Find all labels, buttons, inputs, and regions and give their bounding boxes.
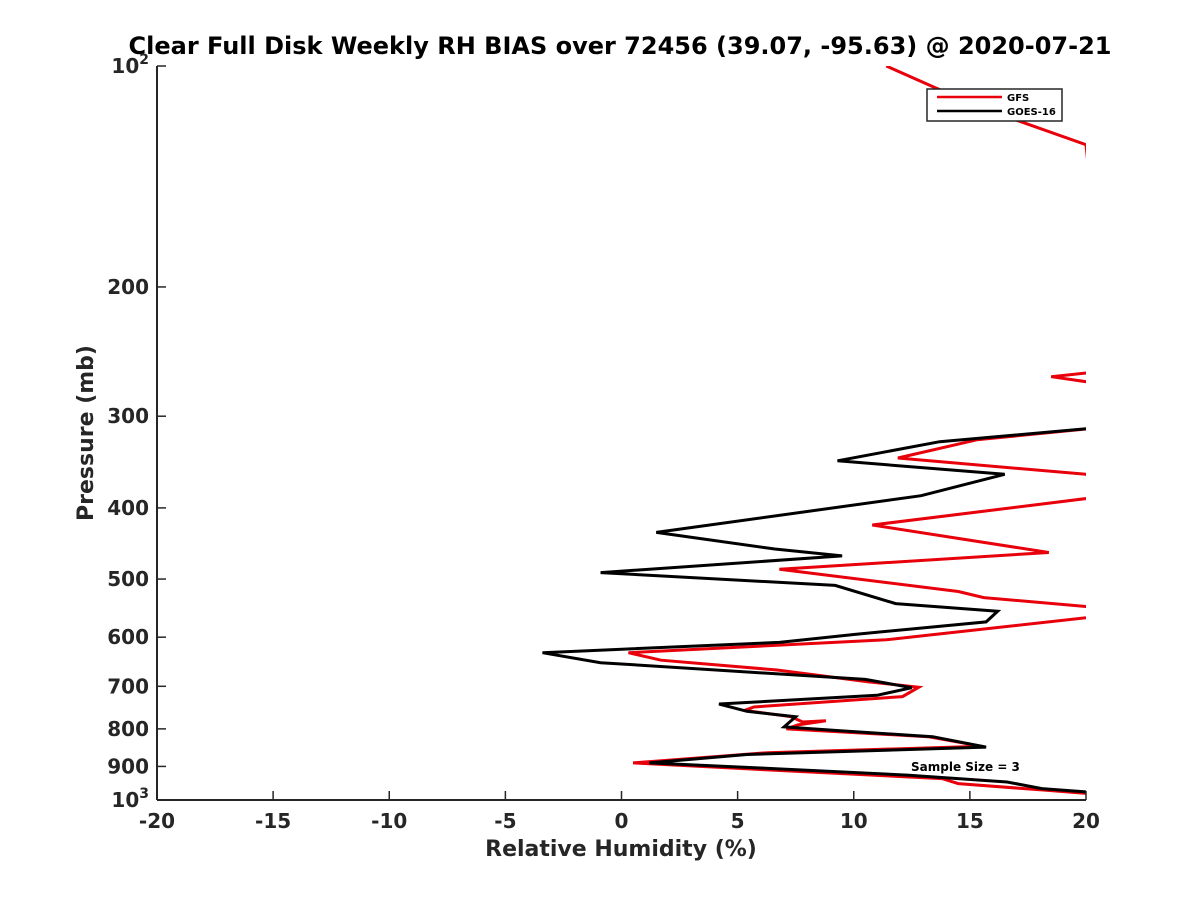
x-tick-label: -5 xyxy=(494,809,516,833)
x-tick-label: 0 xyxy=(615,809,629,833)
x-tick-label: 15 xyxy=(956,809,984,833)
chart-title: Clear Full Disk Weekly RH BIAS over 7245… xyxy=(129,32,1112,60)
x-tick-label: -10 xyxy=(371,809,407,833)
series-line-gfs xyxy=(628,66,1086,795)
x-tick-label: -20 xyxy=(139,809,175,833)
x-tick-label: 5 xyxy=(731,809,745,833)
axes xyxy=(156,66,1086,801)
sample-size-annotation: Sample Size = 3 xyxy=(911,760,1020,774)
y-tick-label: 300 xyxy=(107,404,149,428)
series-layer xyxy=(542,66,1086,795)
x-tick-label: -15 xyxy=(255,809,291,833)
y-tick-label: 600 xyxy=(107,625,149,649)
y-tick-label: 103 xyxy=(111,786,149,812)
x-ticks: -20 -15 -10 -5 0 5 10 15 20 xyxy=(139,791,1100,833)
y-axis-label: Pressure (mb) xyxy=(74,345,99,521)
y-ticks: 102 200 300 400 500 600 700 800 900 103 xyxy=(107,52,166,812)
y-tick-label: 400 xyxy=(107,496,149,520)
x-tick-label: 20 xyxy=(1072,809,1100,833)
legend: GFS GOES-16 xyxy=(926,88,1063,122)
legend-label-gfs: GFS xyxy=(1007,93,1029,104)
y-tick-label: 500 xyxy=(107,567,149,591)
legend-box xyxy=(926,88,1063,122)
y-tick-label: 700 xyxy=(107,674,149,698)
legend-label-goes16: GOES-16 xyxy=(1007,107,1056,118)
y-tick-label: 800 xyxy=(107,717,149,741)
x-axis-label: Relative Humidity (%) xyxy=(485,837,757,862)
y-tick-label: 200 xyxy=(107,275,149,299)
x-tick-label: 10 xyxy=(840,809,868,833)
y-tick-label: 900 xyxy=(107,754,149,778)
y-tick-label: 102 xyxy=(111,52,149,78)
series-line-goes-16 xyxy=(542,427,1086,794)
